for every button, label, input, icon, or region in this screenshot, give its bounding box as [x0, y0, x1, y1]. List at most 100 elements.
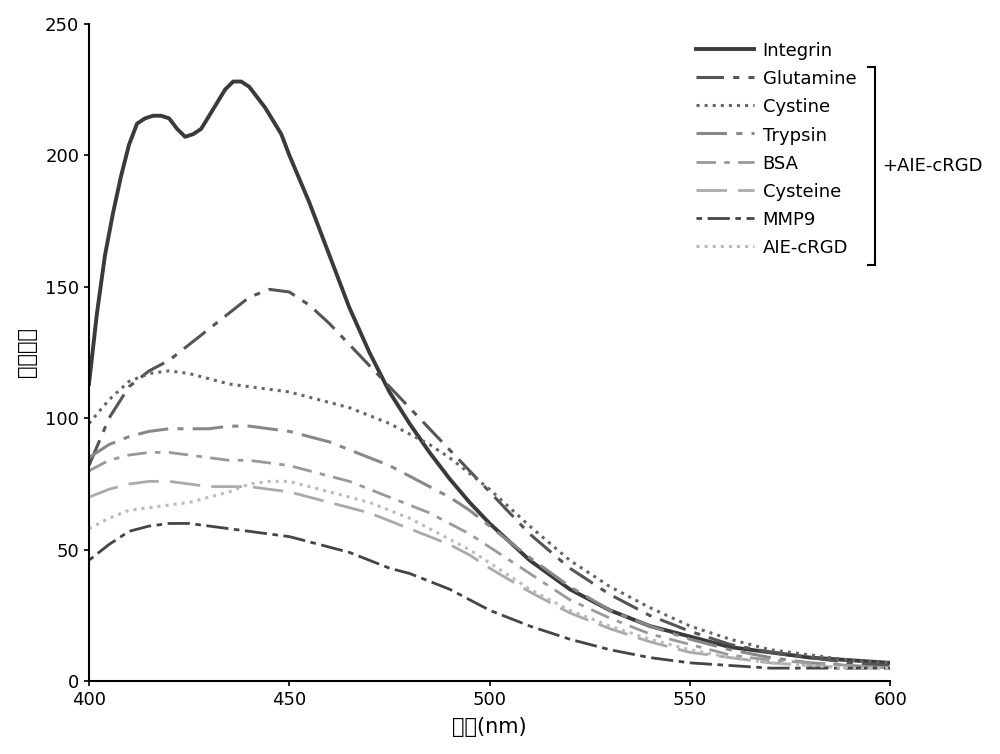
AIE-cRGD: [644, 635, 656, 644]
Glutamine: [604, 590, 616, 599]
Cystine: [684, 621, 696, 630]
Integrin: [259, 103, 271, 112]
BSA: [404, 501, 416, 510]
MMP9: [163, 519, 175, 528]
Cystine: [564, 556, 576, 565]
Cystine: [143, 369, 155, 378]
Cysteine: [764, 658, 776, 667]
MMP9: [764, 664, 776, 673]
Integrin: [644, 621, 656, 630]
AIE-cRGD: [223, 487, 235, 496]
Text: +AIE-cRGD: +AIE-cRGD: [883, 158, 983, 175]
Trypsin: [884, 664, 896, 673]
Integrin: [131, 119, 143, 128]
Glutamine: [143, 366, 155, 375]
Cysteine: [223, 482, 235, 491]
Integrin: [884, 658, 896, 667]
BSA: [163, 448, 175, 457]
Glutamine: [464, 466, 476, 475]
Trypsin: [183, 425, 195, 434]
Trypsin: [804, 658, 816, 667]
BSA: [524, 569, 536, 578]
BSA: [424, 508, 436, 517]
Cystine: [163, 366, 175, 375]
Trypsin: [724, 645, 736, 654]
Cystine: [283, 388, 295, 397]
AIE-cRGD: [363, 498, 375, 507]
Cystine: [303, 393, 315, 402]
MMP9: [103, 540, 115, 549]
Integrin: [343, 303, 355, 312]
Glutamine: [243, 293, 255, 302]
Integrin: [524, 556, 536, 565]
Cystine: [884, 658, 896, 667]
Trypsin: [303, 432, 315, 441]
BSA: [764, 656, 776, 665]
Integrin: [844, 656, 856, 665]
Integrin: [804, 653, 816, 662]
BSA: [884, 664, 896, 673]
Cysteine: [383, 516, 395, 526]
Cystine: [604, 582, 616, 591]
Glutamine: [343, 340, 355, 349]
BSA: [844, 661, 856, 670]
AIE-cRGD: [263, 477, 275, 486]
AIE-cRGD: [524, 584, 536, 593]
Glutamine: [363, 361, 375, 370]
Cysteine: [724, 653, 736, 662]
BSA: [804, 658, 816, 667]
BSA: [83, 466, 95, 475]
Integrin: [211, 98, 223, 107]
Integrin: [283, 151, 295, 160]
BSA: [243, 456, 255, 465]
Trypsin: [424, 482, 436, 491]
Integrin: [139, 114, 151, 123]
MMP9: [404, 569, 416, 578]
MMP9: [724, 661, 736, 670]
BSA: [724, 651, 736, 660]
AIE-cRGD: [564, 605, 576, 615]
Line: Cystine: Cystine: [89, 371, 890, 663]
Integrin: [464, 498, 476, 507]
Integrin: [91, 308, 103, 317]
BSA: [183, 451, 195, 460]
AIE-cRGD: [283, 477, 295, 486]
Integrin: [564, 584, 576, 593]
BSA: [223, 456, 235, 465]
AIE-cRGD: [684, 645, 696, 654]
Integrin: [243, 82, 255, 91]
MMP9: [383, 564, 395, 573]
Line: Glutamine: Glutamine: [89, 290, 890, 666]
BSA: [103, 456, 115, 465]
Integrin: [303, 198, 315, 207]
Trypsin: [283, 427, 295, 436]
Trypsin: [143, 427, 155, 436]
BSA: [283, 461, 295, 470]
Line: Cysteine: Cysteine: [89, 481, 890, 668]
Cysteine: [363, 508, 375, 517]
MMP9: [564, 635, 576, 644]
MMP9: [804, 664, 816, 673]
MMP9: [844, 664, 856, 673]
Trypsin: [464, 506, 476, 515]
Trypsin: [103, 440, 115, 449]
BSA: [684, 640, 696, 649]
Integrin: [444, 474, 456, 483]
MMP9: [283, 532, 295, 541]
Cysteine: [143, 477, 155, 486]
Cystine: [844, 656, 856, 665]
Glutamine: [844, 658, 856, 667]
Integrin: [179, 132, 191, 141]
MMP9: [243, 527, 255, 536]
Trypsin: [123, 432, 135, 441]
Trypsin: [604, 605, 616, 615]
Trypsin: [243, 421, 255, 431]
Trypsin: [484, 522, 496, 531]
MMP9: [123, 527, 135, 536]
AIE-cRGD: [323, 487, 335, 496]
Glutamine: [83, 461, 95, 470]
Cysteine: [203, 482, 215, 491]
Cystine: [323, 398, 335, 407]
Integrin: [323, 250, 335, 259]
AIE-cRGD: [203, 492, 215, 501]
